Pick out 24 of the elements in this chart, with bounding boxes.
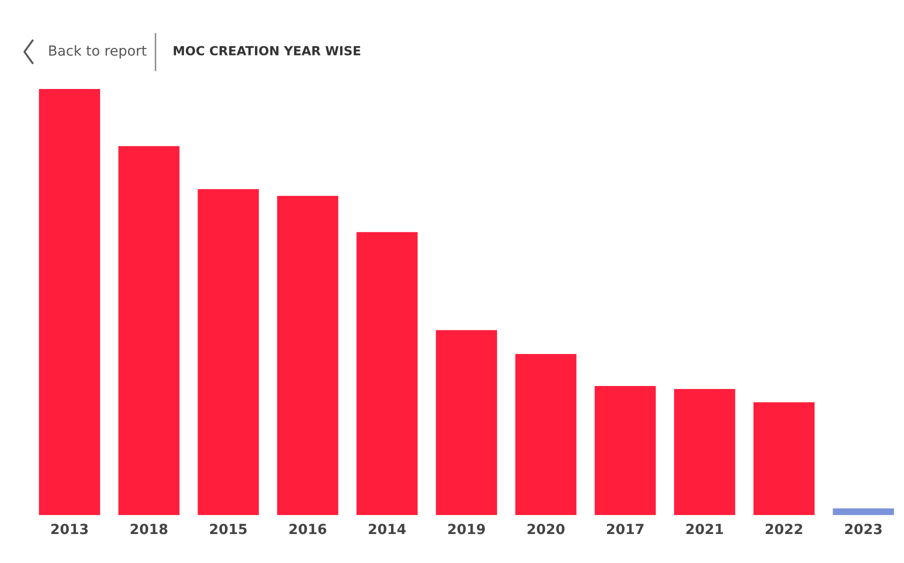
x-tick-label: 2017: [607, 524, 644, 534]
x-tick-label: 2014: [368, 524, 406, 534]
x-tick-label: 2020: [528, 524, 565, 534]
x-tick-label: 2022: [766, 524, 802, 534]
x-tick-label: 2019: [448, 524, 485, 534]
bar: [436, 330, 498, 516]
bar: [198, 189, 259, 516]
x-tick-label: 2021: [686, 524, 723, 534]
x-tick-label: 2023: [845, 524, 882, 534]
bar: [38, 88, 100, 516]
bar: [674, 388, 736, 516]
bar: [356, 232, 418, 516]
x-tick-label: 2016: [289, 524, 326, 534]
x-tick-label: 2013: [51, 524, 88, 534]
x-tick-label: 2018: [130, 524, 168, 534]
bar: [515, 354, 576, 516]
bar: [594, 386, 656, 516]
bar: [277, 196, 338, 516]
bar: [118, 146, 180, 516]
text: Back to report: [49, 45, 146, 59]
bar: [753, 402, 815, 516]
chart-title: MOC CREATION YEAR WISE: [174, 46, 360, 56]
x-tick-label: 2015: [210, 524, 247, 534]
bar: [832, 508, 894, 516]
